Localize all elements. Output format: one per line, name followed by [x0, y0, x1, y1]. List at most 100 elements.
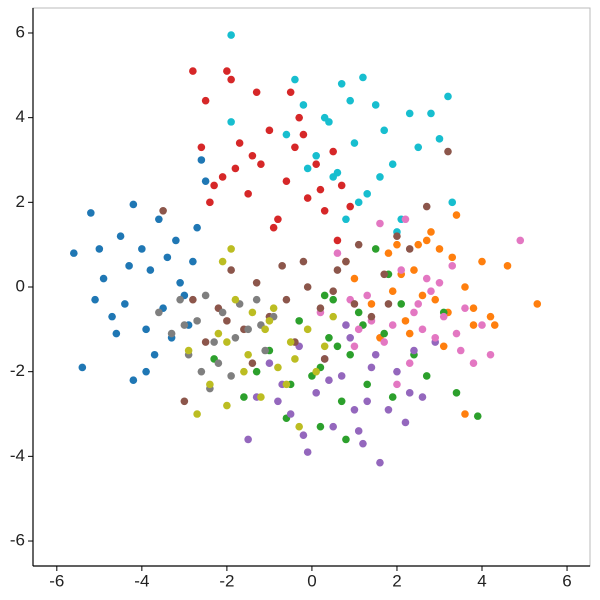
- point: [244, 435, 252, 444]
- point: [320, 291, 329, 300]
- point: [452, 329, 461, 338]
- x-tick-label: -4: [134, 571, 149, 590]
- point: [172, 236, 180, 245]
- y-tick-label: 2: [16, 192, 25, 211]
- point: [189, 67, 197, 75]
- point: [414, 300, 423, 308]
- point: [218, 308, 227, 317]
- point: [410, 266, 418, 274]
- point: [193, 410, 201, 418]
- point: [376, 219, 384, 228]
- point: [180, 321, 189, 329]
- point: [329, 312, 337, 321]
- point: [299, 431, 308, 439]
- point: [461, 304, 469, 312]
- point: [350, 139, 359, 147]
- point: [329, 287, 337, 296]
- point: [320, 355, 329, 363]
- point: [371, 350, 380, 359]
- x-tick-label: -2: [219, 571, 234, 590]
- point: [312, 151, 320, 160]
- point: [452, 389, 461, 397]
- y-tick-label: 6: [16, 22, 25, 41]
- point: [286, 88, 295, 97]
- point: [244, 190, 252, 198]
- point: [410, 346, 418, 355]
- point: [342, 215, 350, 224]
- point: [252, 88, 261, 97]
- point: [350, 405, 359, 414]
- point: [201, 96, 210, 105]
- point: [490, 321, 499, 329]
- point: [380, 126, 389, 135]
- point: [312, 367, 320, 376]
- point: [363, 291, 372, 300]
- point: [405, 329, 414, 338]
- point: [435, 278, 444, 287]
- point: [299, 257, 308, 266]
- point: [206, 198, 214, 207]
- point: [359, 439, 367, 448]
- point: [486, 312, 495, 321]
- point: [329, 422, 337, 431]
- point: [342, 435, 350, 444]
- point: [227, 118, 235, 126]
- point: [325, 118, 333, 126]
- point: [414, 143, 423, 152]
- point: [282, 177, 291, 185]
- point: [201, 177, 210, 185]
- point: [303, 448, 312, 456]
- point: [295, 317, 303, 325]
- point: [142, 367, 150, 376]
- point: [299, 130, 308, 139]
- point: [422, 372, 431, 380]
- point: [248, 151, 257, 160]
- point: [435, 245, 444, 253]
- point: [257, 160, 265, 169]
- point: [291, 355, 299, 363]
- point: [329, 147, 337, 156]
- point: [337, 397, 346, 406]
- point: [363, 397, 372, 406]
- point: [184, 346, 193, 355]
- point: [206, 380, 214, 389]
- point: [418, 291, 427, 300]
- point: [223, 401, 231, 410]
- point: [227, 75, 235, 84]
- point: [388, 287, 397, 296]
- point: [299, 101, 308, 109]
- point: [223, 317, 231, 325]
- point: [503, 262, 512, 270]
- point: [461, 283, 469, 291]
- point: [367, 312, 376, 321]
- point: [405, 245, 414, 253]
- point: [240, 393, 248, 401]
- point: [478, 257, 486, 266]
- plot-frame: [32, 7, 591, 567]
- point: [384, 249, 393, 257]
- point: [291, 75, 299, 84]
- y-tick-label: 4: [16, 107, 25, 126]
- point: [405, 109, 414, 118]
- point: [333, 168, 342, 177]
- point: [125, 262, 133, 270]
- point: [193, 223, 201, 232]
- point: [227, 266, 235, 274]
- point: [303, 164, 312, 173]
- point: [350, 342, 359, 351]
- point: [401, 215, 410, 224]
- point: [244, 325, 252, 334]
- point: [295, 113, 303, 122]
- point: [346, 334, 354, 342]
- point: [439, 342, 448, 351]
- point: [325, 334, 333, 342]
- point: [282, 295, 291, 304]
- point: [316, 185, 325, 194]
- point: [244, 350, 252, 359]
- point: [303, 325, 312, 334]
- point: [376, 173, 384, 181]
- point: [316, 422, 325, 431]
- y-tick-label: -2: [10, 361, 25, 380]
- point: [121, 300, 129, 308]
- point: [210, 181, 218, 190]
